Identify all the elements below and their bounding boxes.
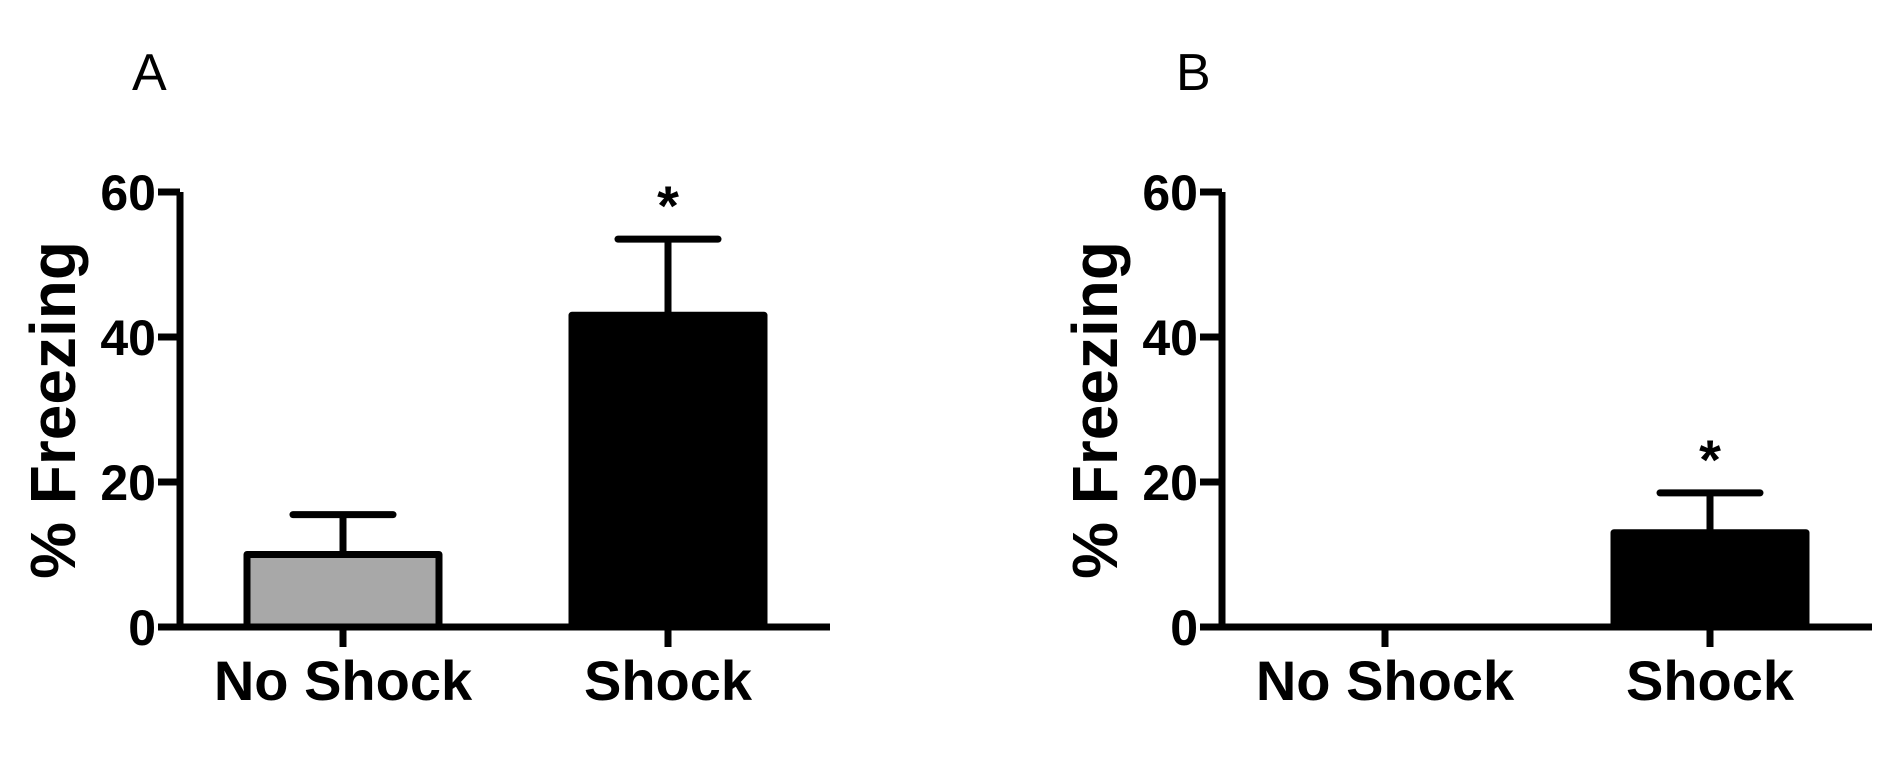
x-category-label: No Shock <box>1256 649 1515 712</box>
y-tick-label: 0 <box>1170 600 1198 656</box>
panel-label: B <box>1176 44 1211 102</box>
x-category-label: Shock <box>1626 649 1795 712</box>
significance-mark: * <box>1699 428 1721 491</box>
y-tick-label: 0 <box>128 600 156 656</box>
y-tick-label: 20 <box>100 455 156 511</box>
y-axis-title: % Freezing <box>17 241 89 579</box>
y-tick-label: 20 <box>1142 455 1198 511</box>
x-category-label: No Shock <box>214 649 473 712</box>
y-tick-label: 60 <box>1142 165 1198 221</box>
bar <box>243 551 443 631</box>
y-tick-label: 40 <box>1142 310 1198 366</box>
panel-label: A <box>132 44 167 102</box>
bar <box>568 311 768 631</box>
x-category-label: Shock <box>584 649 753 712</box>
bar <box>1610 529 1810 631</box>
y-tick-label: 40 <box>100 310 156 366</box>
significance-mark: * <box>657 174 679 237</box>
y-axis-title: % Freezing <box>1059 241 1131 579</box>
y-tick-label: 60 <box>100 165 156 221</box>
